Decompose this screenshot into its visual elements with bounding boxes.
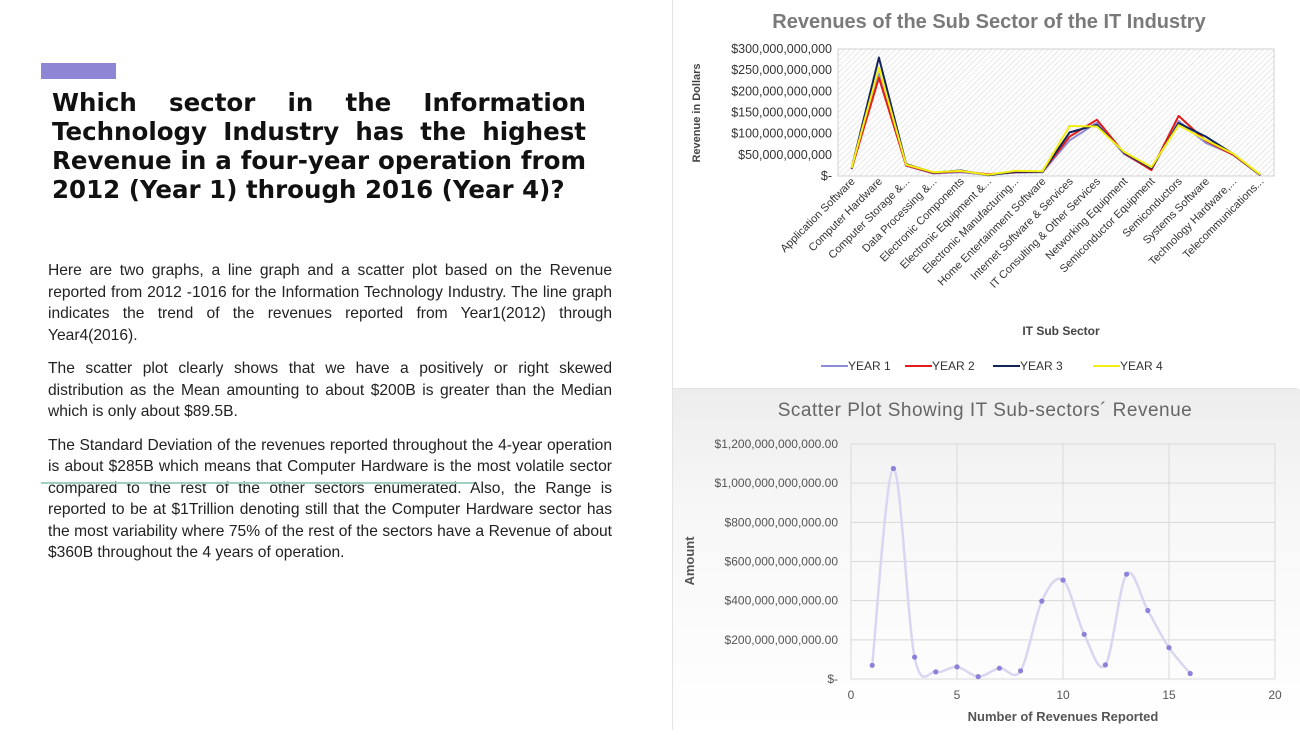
scatter-xtick-label: 0 <box>848 688 855 702</box>
scatter-point <box>1018 668 1024 674</box>
scatter-point <box>996 665 1002 671</box>
line-chart-ylabel: Revenue in Dollars <box>691 63 703 162</box>
paragraph-intro: Here are two graphs, a line graph and a … <box>48 262 612 344</box>
paragraph-deviation: The Standard Deviation of the revenues r… <box>48 436 612 562</box>
scatter-point <box>933 669 939 675</box>
legend-label-1: YEAR 1 <box>848 359 891 373</box>
line-series-4 <box>850 66 1262 176</box>
scatter-point <box>1081 631 1087 637</box>
line-ytick-label: $- <box>821 169 832 183</box>
scatter-point <box>1187 670 1193 677</box>
scatter-point <box>869 662 875 668</box>
scatter-point <box>1039 598 1045 604</box>
accent-bar <box>41 63 116 79</box>
scatter-ytick-label: $600,000,000,000.00 <box>725 555 839 569</box>
scatter-point <box>954 664 960 670</box>
scatter-ytick-label: $1,000,000,000,000.00 <box>715 476 839 490</box>
line-chart-title: Revenues of the Sub Sector of the IT Ind… <box>772 11 1206 33</box>
scatter-point <box>912 654 918 660</box>
scatter-chart-ylabel: Amount <box>682 536 697 586</box>
scatter-ytick-label: $1,200,000,000,000.00 <box>715 437 839 451</box>
scatter-ytick-label: $800,000,000,000.00 <box>725 515 839 529</box>
body-text: Here are two graphs, a line graph and a … <box>48 260 612 576</box>
scatter-point <box>975 674 981 680</box>
paragraph-skew: The scatter plot clearly shows that we h… <box>48 360 612 420</box>
scatter-xtick-label: 15 <box>1162 688 1176 702</box>
scatter-point <box>1102 662 1108 668</box>
scatter-point <box>1145 607 1151 614</box>
scatter-ytick-label: $200,000,000,000.00 <box>725 633 839 647</box>
line-chart-xlabel: IT Sub Sector <box>1022 324 1100 338</box>
scatter-point <box>1060 577 1066 583</box>
line-ytick-label: $150,000,000,000 <box>731 106 832 120</box>
line-ytick-label: $50,000,000,000 <box>738 148 832 162</box>
scatter-chart-panel: Scatter Plot Showing IT Sub-sectors´ Rev… <box>672 389 1300 730</box>
scatter-ytick-label: $- <box>827 672 838 686</box>
scatter-point <box>890 465 896 472</box>
scatter-point <box>1124 571 1130 577</box>
scatter-chart-xlabel: Number of Revenues Reported <box>968 709 1159 724</box>
scatter-chart: Scatter Plot Showing IT Sub-sectors´ Rev… <box>682 400 1282 724</box>
line-ytick-label: $200,000,000,000 <box>731 84 832 98</box>
scatter-smooth-line <box>870 467 1192 678</box>
decorative-underline <box>41 482 474 484</box>
line-ytick-label: $100,000,000,000 <box>731 127 832 141</box>
line-ytick-label: $300,000,000,000 <box>731 42 832 56</box>
scatter-point <box>1166 645 1172 651</box>
scatter-ytick-label: $400,000,000,000.00 <box>725 594 839 608</box>
legend-label-3: YEAR 3 <box>1020 359 1063 373</box>
line-chart: Revenues of the Sub Sector of the IT Ind… <box>691 11 1275 373</box>
legend-label-2: YEAR 2 <box>932 359 975 373</box>
line-chart-panel: Revenues of the Sub Sector of the IT Ind… <box>672 0 1297 389</box>
scatter-chart-title: Scatter Plot Showing IT Sub-sectors´ Rev… <box>778 400 1193 421</box>
scatter-xtick-label: 10 <box>1056 688 1070 702</box>
scatter-xtick-label: 20 <box>1268 688 1282 702</box>
legend-label-4: YEAR 4 <box>1120 359 1163 373</box>
question-title: Which sector in the Information Technolo… <box>52 88 586 204</box>
scatter-xtick-label: 5 <box>954 688 961 702</box>
line-ytick-label: $250,000,000,000 <box>731 63 832 77</box>
